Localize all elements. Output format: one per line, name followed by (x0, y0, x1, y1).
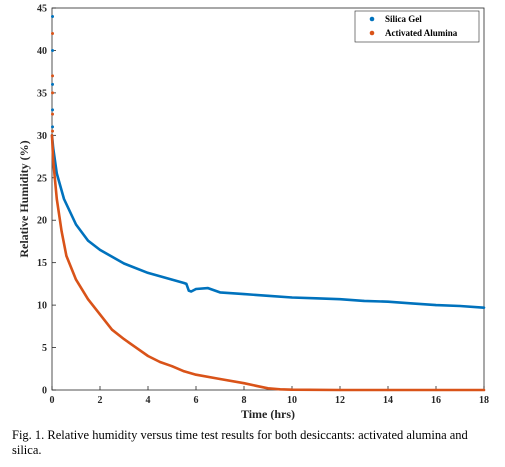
data-point-activated-alumina (194, 373, 198, 376)
data-point-activated-alumina (278, 388, 282, 391)
y-tick-label: 20 (37, 216, 47, 227)
data-point-silica-gel (194, 287, 198, 291)
data-point-silica-gel (338, 298, 342, 301)
y-tick-label: 35 (37, 88, 47, 99)
data-point-activated-alumina (55, 197, 58, 201)
x-tick-label: 16 (431, 395, 441, 406)
data-point-activated-alumina (434, 388, 438, 392)
initial-data-point (51, 125, 54, 129)
initial-data-point (51, 74, 54, 78)
data-point-silica-gel (218, 291, 222, 294)
y-tick-label: 5 (42, 343, 47, 354)
data-point-activated-alumina (134, 346, 138, 349)
x-tick-label: 12 (335, 395, 345, 406)
y-tick-label: 15 (37, 258, 47, 269)
data-point-activated-alumina (110, 328, 114, 331)
series-layer (50, 14, 486, 392)
initial-data-point (51, 112, 54, 116)
y-tick-label: 25 (37, 173, 47, 184)
y-tick-label: 45 (37, 4, 47, 15)
data-point-activated-alumina (254, 384, 258, 387)
series-activated-alumina (50, 134, 486, 392)
data-point-silica-gel (266, 294, 270, 297)
legend-label-silica-gel: Silica Gel (385, 14, 422, 24)
data-point-silica-gel (122, 262, 126, 265)
data-point-activated-alumina (170, 365, 174, 368)
initial-data-point (51, 108, 54, 112)
y-axis-title: Relative Humidity (%) (17, 140, 31, 257)
data-point-silica-gel (190, 290, 193, 293)
data-point-silica-gel (170, 278, 174, 281)
y-tick-label: 0 (42, 386, 47, 397)
x-tick-label: 18 (479, 395, 489, 406)
data-point-silica-gel (242, 292, 246, 296)
x-tick-label: 14 (383, 395, 393, 406)
plot-area (51, 7, 485, 391)
y-tick-label: 40 (37, 46, 47, 57)
x-tick-label: 6 (194, 395, 199, 406)
data-point-silica-gel (314, 297, 318, 300)
x-tick-label: 0 (50, 395, 55, 406)
x-tick-label: 8 (242, 395, 247, 406)
data-point-silica-gel (187, 289, 190, 292)
data-point-activated-alumina (338, 388, 342, 392)
y-tick-label: 10 (37, 301, 47, 312)
initial-data-point (51, 91, 54, 95)
data-point-silica-gel (74, 223, 78, 226)
initial-data-point (51, 48, 54, 52)
data-point-activated-alumina (158, 360, 162, 364)
x-tick-label: 10 (287, 395, 297, 406)
data-point-silica-gel (362, 299, 366, 302)
data-point-silica-gel (386, 300, 390, 303)
data-point-activated-alumina (98, 313, 102, 316)
data-point-silica-gel (434, 304, 438, 307)
data-point-silica-gel (182, 281, 186, 285)
data-point-silica-gel (290, 296, 294, 299)
data-point-activated-alumina (86, 298, 90, 301)
data-point-activated-alumina (386, 388, 390, 392)
data-point-activated-alumina (146, 354, 150, 358)
data-point-activated-alumina (266, 387, 270, 390)
data-point-silica-gel (98, 248, 102, 252)
data-point-silica-gel (55, 172, 58, 175)
data-point-activated-alumina (122, 337, 126, 341)
initial-data-point (51, 14, 54, 18)
legend-box (354, 10, 480, 43)
initial-data-point (51, 129, 54, 133)
data-point-silica-gel (482, 306, 486, 309)
data-point-activated-alumina (290, 388, 294, 391)
data-point-activated-alumina (60, 230, 63, 233)
data-point-activated-alumina (74, 278, 78, 281)
y-tick-label: 30 (37, 131, 47, 142)
data-point-silica-gel (410, 302, 414, 305)
x-axis-title: Time (hrs) (241, 407, 295, 420)
x-tick-label: 4 (146, 395, 151, 406)
x-axis-ticks: 0 2 4 6 8 10 12 14 16 18 (50, 386, 489, 406)
legend-marker-silica-gel (369, 16, 375, 22)
data-point-activated-alumina (218, 377, 222, 381)
data-point-silica-gel (206, 287, 210, 290)
data-point-silica-gel (146, 271, 150, 274)
legend: Silica Gel Activated Alumina (354, 10, 480, 43)
initial-data-point (51, 82, 54, 86)
data-point-activated-alumina (242, 382, 246, 385)
data-point-activated-alumina (50, 134, 54, 137)
data-point-activated-alumina (65, 254, 68, 257)
figure-caption: Fig. 1. Relative humidity versus time te… (12, 428, 468, 457)
series-silica-gel (50, 134, 486, 310)
data-point-silica-gel (86, 239, 90, 242)
data-point-activated-alumina (52, 159, 55, 162)
data-point-silica-gel (458, 304, 462, 308)
data-point-activated-alumina (182, 370, 186, 373)
data-point-silica-gel (185, 282, 188, 285)
legend-marker-activated-alumina (369, 30, 375, 36)
legend-label-activated-alumina: Activated Alumina (385, 28, 458, 38)
data-point-activated-alumina (482, 388, 486, 392)
x-tick-label: 2 (98, 395, 103, 406)
axes-frame (51, 7, 485, 391)
chart: 0 2 4 6 8 10 12 14 16 18 0 5 10 15 20 25 30 35 40 45 Time … (17, 4, 489, 421)
initial-data-point (51, 31, 54, 35)
data-point-silica-gel (62, 197, 66, 201)
y-axis-ticks: 0 5 10 15 20 25 30 35 40 45 (37, 4, 56, 397)
